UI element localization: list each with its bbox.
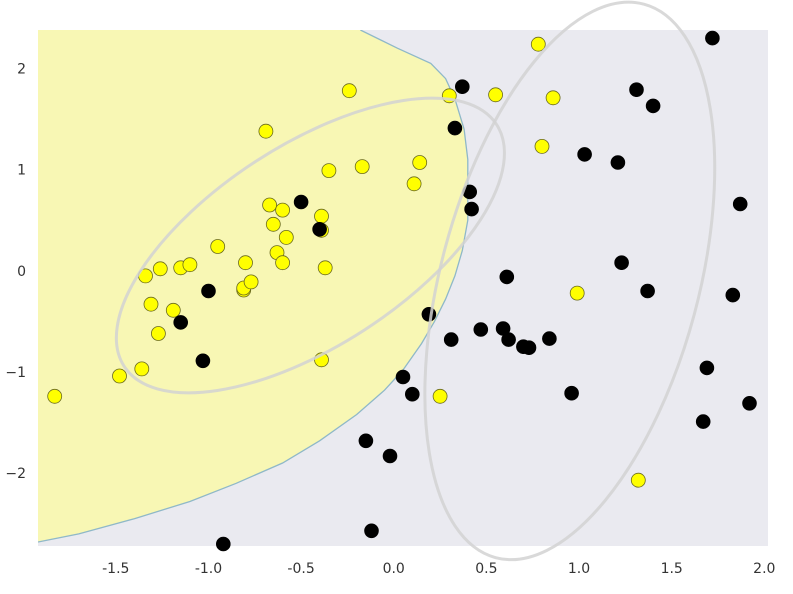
yellow-class-point — [534, 138, 550, 154]
yellow-class-point — [630, 472, 646, 488]
black-class-point — [293, 194, 309, 210]
black-class-point — [364, 523, 379, 539]
black-class-point — [640, 283, 655, 299]
black-class-point — [542, 331, 557, 346]
black-class-point — [358, 433, 374, 449]
black-class-point — [614, 255, 629, 271]
x-tick-label: -1.0 — [195, 561, 222, 577]
yellow-class-point — [165, 302, 181, 318]
yellow-class-point — [275, 202, 291, 218]
yellow-class-point — [143, 296, 159, 312]
yellow-class-point — [317, 260, 333, 276]
black-class-point — [312, 222, 327, 237]
black-class-point — [695, 414, 711, 429]
yellow-class-point — [182, 257, 198, 273]
yellow-class-point — [243, 274, 259, 290]
black-class-point — [742, 395, 757, 411]
yellow-class-point — [134, 361, 150, 377]
x-tick-label: 1.0 — [568, 561, 590, 577]
yellow-class-point — [150, 326, 166, 341]
y-tick-label: 1 — [17, 163, 26, 179]
yellow-class-point — [262, 197, 278, 213]
black-class-point — [564, 385, 579, 401]
black-class-point — [610, 155, 626, 170]
x-tick-label: 1.5 — [661, 561, 683, 577]
black-class-point — [645, 98, 661, 114]
black-class-point — [201, 283, 216, 299]
black-class-point — [421, 306, 437, 322]
yellow-class-point — [275, 255, 291, 271]
axes: -1.5 -1.0 -0.5 0.0 0.5 1.0 1.5 2.0 2 1 0 −1 −2 — [5, 61, 775, 577]
covariance-ellipse-1 — [114, 96, 506, 395]
black-class-point — [725, 287, 741, 303]
black-class-point — [404, 386, 420, 402]
yellow-class-point — [258, 123, 274, 139]
x-tick-label: 0.0 — [383, 561, 405, 577]
black-class-point — [501, 332, 516, 347]
black-class-point — [382, 448, 398, 464]
yellow-class-point — [278, 229, 294, 245]
x-tick-label: -1.5 — [102, 561, 129, 577]
y-tick-label: −2 — [5, 466, 26, 482]
black-class-point — [577, 147, 592, 162]
x-tick-label: -0.5 — [287, 561, 314, 577]
yellow-class-point — [238, 255, 253, 271]
yellow-class-point — [152, 261, 168, 277]
black-class-point — [447, 120, 463, 136]
black-class-point — [395, 369, 411, 385]
black-class-point — [699, 360, 715, 376]
x-tick-label: 2.0 — [753, 561, 775, 577]
yellow-class-point — [314, 208, 329, 224]
black-class-point — [732, 196, 748, 212]
black-class-point — [705, 30, 720, 46]
yellow-class-point — [47, 388, 63, 404]
x-tick-label: 0.5 — [475, 561, 497, 577]
yellow-class-point — [354, 159, 370, 175]
yellow-class-point — [432, 388, 448, 404]
yellow-class-point — [545, 90, 561, 106]
black-class-point — [521, 340, 537, 356]
yellow-class-point — [406, 176, 422, 192]
covariance-ellipse-2 — [423, 0, 717, 562]
y-tick-label: 0 — [17, 264, 26, 280]
yellow-class-point — [412, 155, 428, 170]
black-class-point — [464, 201, 479, 217]
y-tick-label: 2 — [17, 61, 26, 77]
yellow-class-point — [488, 87, 504, 103]
yellow-class-point — [569, 285, 585, 301]
yellow-class-point — [321, 163, 337, 179]
black-class-point — [454, 79, 470, 94]
black-class-point — [195, 353, 211, 369]
yellow-class-point — [341, 83, 357, 99]
yellow-class-point — [265, 216, 281, 232]
black-class-point — [629, 82, 644, 97]
yellow-class-point — [530, 36, 546, 52]
black-class-point — [173, 315, 188, 330]
black-class-point — [473, 322, 489, 337]
y-tick-label: −1 — [5, 365, 26, 381]
black-class-point — [216, 536, 231, 552]
black-class-point — [499, 269, 515, 285]
black-class-point — [443, 332, 459, 347]
plot-area — [38, 0, 768, 562]
yellow-class-point — [210, 239, 226, 254]
yellow-class-point — [112, 368, 127, 384]
